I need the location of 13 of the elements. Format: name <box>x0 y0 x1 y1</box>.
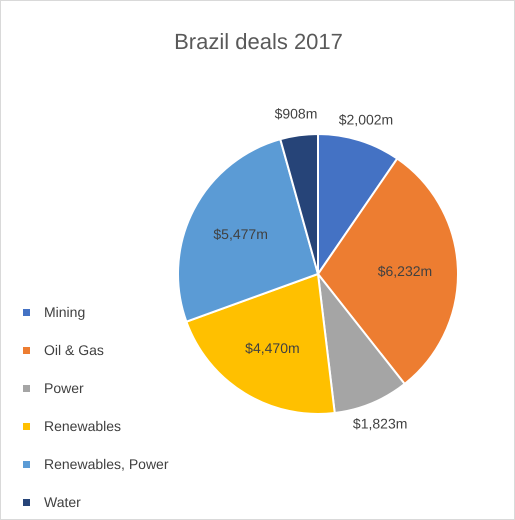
legend-label: Renewables <box>44 418 122 434</box>
data-label: $5,477m <box>213 226 268 242</box>
data-label: $908m <box>274 106 318 122</box>
legend-label: Power <box>44 380 84 396</box>
legend-label: Water <box>44 494 81 510</box>
data-label: $6,232m <box>378 263 432 280</box>
legend-label: Renewables, Power <box>44 456 169 472</box>
legend-label: Mining <box>44 304 86 320</box>
legend-label: Oil & Gas <box>44 342 104 358</box>
data-label: $1,823m <box>352 416 408 432</box>
data-label: $4,470m <box>245 340 300 356</box>
chart-title: Brazil deals 2017 <box>173 29 344 55</box>
data-label: $2,002m <box>338 111 394 128</box>
